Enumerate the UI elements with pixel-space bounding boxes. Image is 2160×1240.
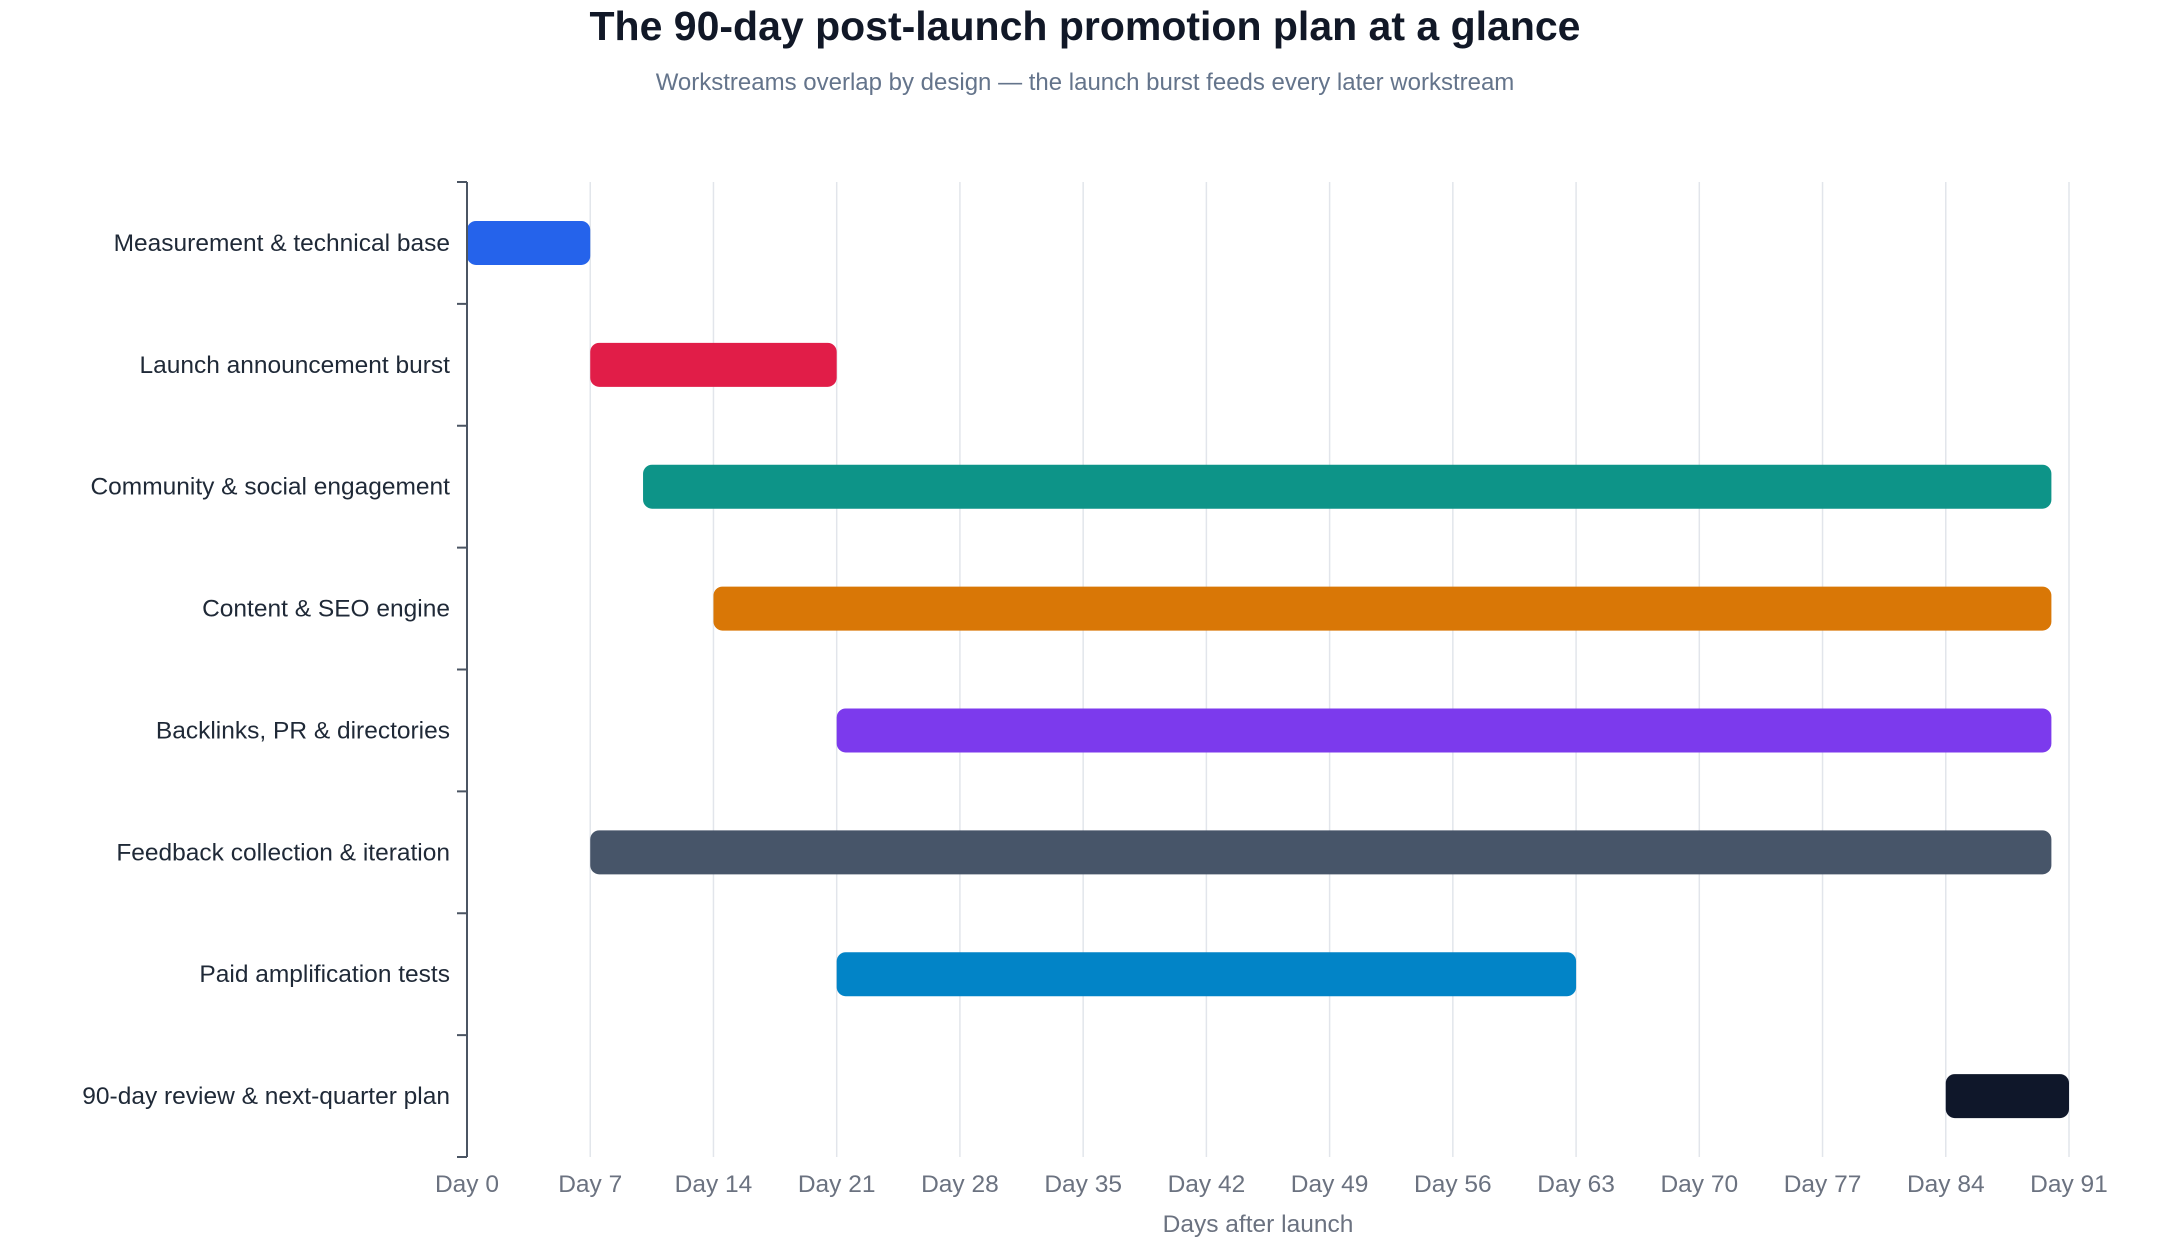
task-bar bbox=[836, 708, 2052, 753]
x-tick-label: Day 84 bbox=[1907, 1171, 1985, 1198]
task-bar bbox=[467, 220, 591, 265]
task-bar bbox=[836, 952, 1577, 997]
task-bar bbox=[590, 830, 2052, 875]
task-bar bbox=[713, 586, 2052, 631]
category-label: Paid amplification tests bbox=[199, 961, 450, 988]
x-axis-ticks: Day 0 Day 7 Day 14 Day 21 Day 28 Day 35 Day 42… bbox=[435, 1171, 2108, 1198]
x-tick-label: Day 42 bbox=[1168, 1171, 1246, 1198]
chart-subtitle: Workstreams overlap by design — the laun… bbox=[656, 69, 1515, 96]
x-tick-label: Day 63 bbox=[1537, 1171, 1615, 1198]
category-label: 90-day review & next-quarter plan bbox=[82, 1083, 450, 1110]
y-axis bbox=[457, 181, 468, 1158]
x-tick-label: Day 56 bbox=[1414, 1171, 1492, 1198]
task-bar bbox=[1945, 1074, 2069, 1119]
x-axis-title: Days after launch bbox=[1163, 1211, 1354, 1238]
x-tick-label: Day 28 bbox=[921, 1171, 999, 1198]
x-tick-label: Day 77 bbox=[1784, 1171, 1862, 1198]
category-label: Content & SEO engine bbox=[202, 596, 450, 623]
category-labels: Measurement & technical base Launch annou… bbox=[82, 230, 450, 1110]
task-bar bbox=[643, 464, 2052, 509]
task-bar bbox=[590, 342, 837, 387]
x-tick-label: Day 7 bbox=[558, 1171, 622, 1198]
gridlines bbox=[589, 182, 2070, 1157]
category-label: Community & social engagement bbox=[90, 474, 450, 501]
category-label: Backlinks, PR & directories bbox=[156, 717, 450, 744]
chart-title: The 90-day post-launch promotion plan at… bbox=[590, 3, 1581, 49]
x-tick-label: Day 14 bbox=[675, 1171, 753, 1198]
x-tick-label: Day 70 bbox=[1660, 1171, 1738, 1198]
category-label: Measurement & technical base bbox=[114, 230, 450, 257]
x-tick-label: Day 49 bbox=[1291, 1171, 1369, 1198]
task-bars bbox=[467, 220, 2069, 1119]
category-label: Feedback collection & iteration bbox=[116, 839, 450, 866]
x-tick-label: Day 21 bbox=[798, 1171, 876, 1198]
x-tick-label: Day 91 bbox=[2030, 1171, 2108, 1198]
x-tick-label: Day 35 bbox=[1044, 1171, 1122, 1198]
x-tick-label: Day 0 bbox=[435, 1171, 499, 1198]
category-label: Launch announcement burst bbox=[139, 352, 450, 379]
